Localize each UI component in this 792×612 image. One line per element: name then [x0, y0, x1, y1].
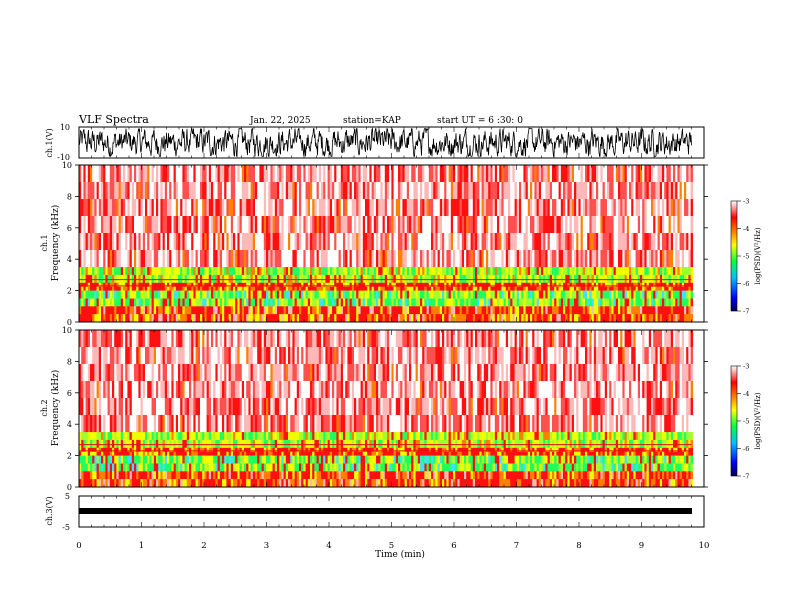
- ch2-spectrogram-image: [79, 330, 694, 488]
- ch1-spectrogram-panel: 0 2 4 6 8 10 ch.1 Frequency (kHz): [40, 161, 708, 327]
- ch1-spec-ylabel-freq: Frequency (kHz): [50, 205, 61, 282]
- ch2-spec-ylabel-ch: ch.2: [40, 399, 49, 416]
- ch1-ytick-bottom: -10: [57, 153, 70, 162]
- ch2-spec-ytick: 4: [67, 420, 72, 429]
- ch1-ytick-top: 10: [60, 123, 70, 132]
- x-tick-label: 3: [264, 541, 269, 551]
- ch1-colorbar-tick: -3: [743, 198, 749, 206]
- ch2-colorbar-tick: -5: [743, 418, 749, 426]
- ch3-ytick-top: 5: [65, 492, 70, 501]
- ch1-colorbar-tick: -5: [743, 253, 749, 261]
- ch1-spec-ytick: 10: [62, 161, 72, 170]
- ch1-spec-ytick: 8: [67, 192, 72, 201]
- x-tick-label: 5: [389, 541, 394, 551]
- x-axis-label: Time (min): [375, 549, 425, 560]
- chart-title: VLF Spectra: [78, 113, 149, 126]
- ch1-waveform-ylabel: ch.1(V): [45, 128, 54, 157]
- date-label: Jan. 22, 2025: [249, 116, 311, 126]
- ch2-spec-ytick: 0: [67, 483, 72, 492]
- ch3-waveform-panel: 5 -5 ch.3(V): [45, 492, 705, 532]
- ch2-colorbar-tick: -3: [743, 363, 749, 371]
- x-tick-label: 0: [76, 541, 81, 551]
- ch2-colorbar-tick: -6: [743, 445, 749, 453]
- ch3-waveform-band: [79, 508, 692, 514]
- ch1-spec-ytick: 2: [67, 287, 72, 296]
- x-tick-label: 7: [514, 541, 519, 551]
- ch1-spectrogram-image: [79, 165, 694, 323]
- x-tick-label: 10: [699, 541, 710, 551]
- ch2-colorbar-label: log(PSD)(V²/Hz): [754, 392, 762, 449]
- time-axis: 0 1 2 3 4 5 6 7 8 9 10: [76, 127, 709, 551]
- ch2-spec-ytick: 8: [67, 357, 72, 366]
- ch2-colorbar-tick: -4: [743, 390, 749, 398]
- ch2-spectrogram-panel: 0 2 4 6 8 10 ch.2 Frequency (kHz): [40, 326, 708, 492]
- ch2-spec-ytick: 2: [67, 452, 72, 461]
- x-tick-label: 8: [576, 541, 581, 551]
- x-tick-label: 1: [139, 541, 144, 551]
- ch1-spec-ytick: 0: [67, 318, 72, 327]
- ch1-waveform-line: [78, 127, 692, 158]
- ch1-spec-ytick: 6: [67, 224, 72, 233]
- ch1-spec-ylabel-ch: ch.1: [40, 234, 49, 251]
- ch3-ytick-bottom: -5: [62, 523, 70, 532]
- x-tick-label: 6: [451, 541, 456, 551]
- ch1-spec-ytick: 4: [67, 255, 72, 264]
- ch1-colorbar-tick: -7: [743, 308, 749, 316]
- start-time-label: start UT = 6 :30: 0: [437, 116, 523, 126]
- ch2-spec-ylabel-freq: Frequency (kHz): [50, 370, 61, 447]
- ch1-colorbar-tick: -4: [743, 225, 749, 233]
- ch1-colorbar-tick: -6: [743, 280, 749, 288]
- station-label: station=KAP: [343, 116, 401, 126]
- ch2-colorbar-tick: -7: [743, 473, 749, 481]
- x-tick-label: 4: [326, 541, 331, 551]
- ch1-waveform-panel: 10 -10 ch.1(V): [45, 123, 705, 162]
- x-tick-label: 9: [639, 541, 644, 551]
- ch3-waveform-ylabel: ch.3(V): [45, 496, 54, 525]
- ch1-colorbar-label: log(PSD)(V²/Hz): [754, 227, 762, 284]
- x-tick-label: 2: [201, 541, 206, 551]
- ch2-colorbar: -3 -4 -5 -6 -7 log(PSD)(V²/Hz): [730, 363, 762, 481]
- ch1-colorbar: -3 -4 -5 -6 -7 log(PSD)(V²/Hz): [730, 198, 762, 316]
- ch2-spec-ytick: 6: [67, 389, 72, 398]
- ch2-spec-ytick: 10: [62, 326, 72, 335]
